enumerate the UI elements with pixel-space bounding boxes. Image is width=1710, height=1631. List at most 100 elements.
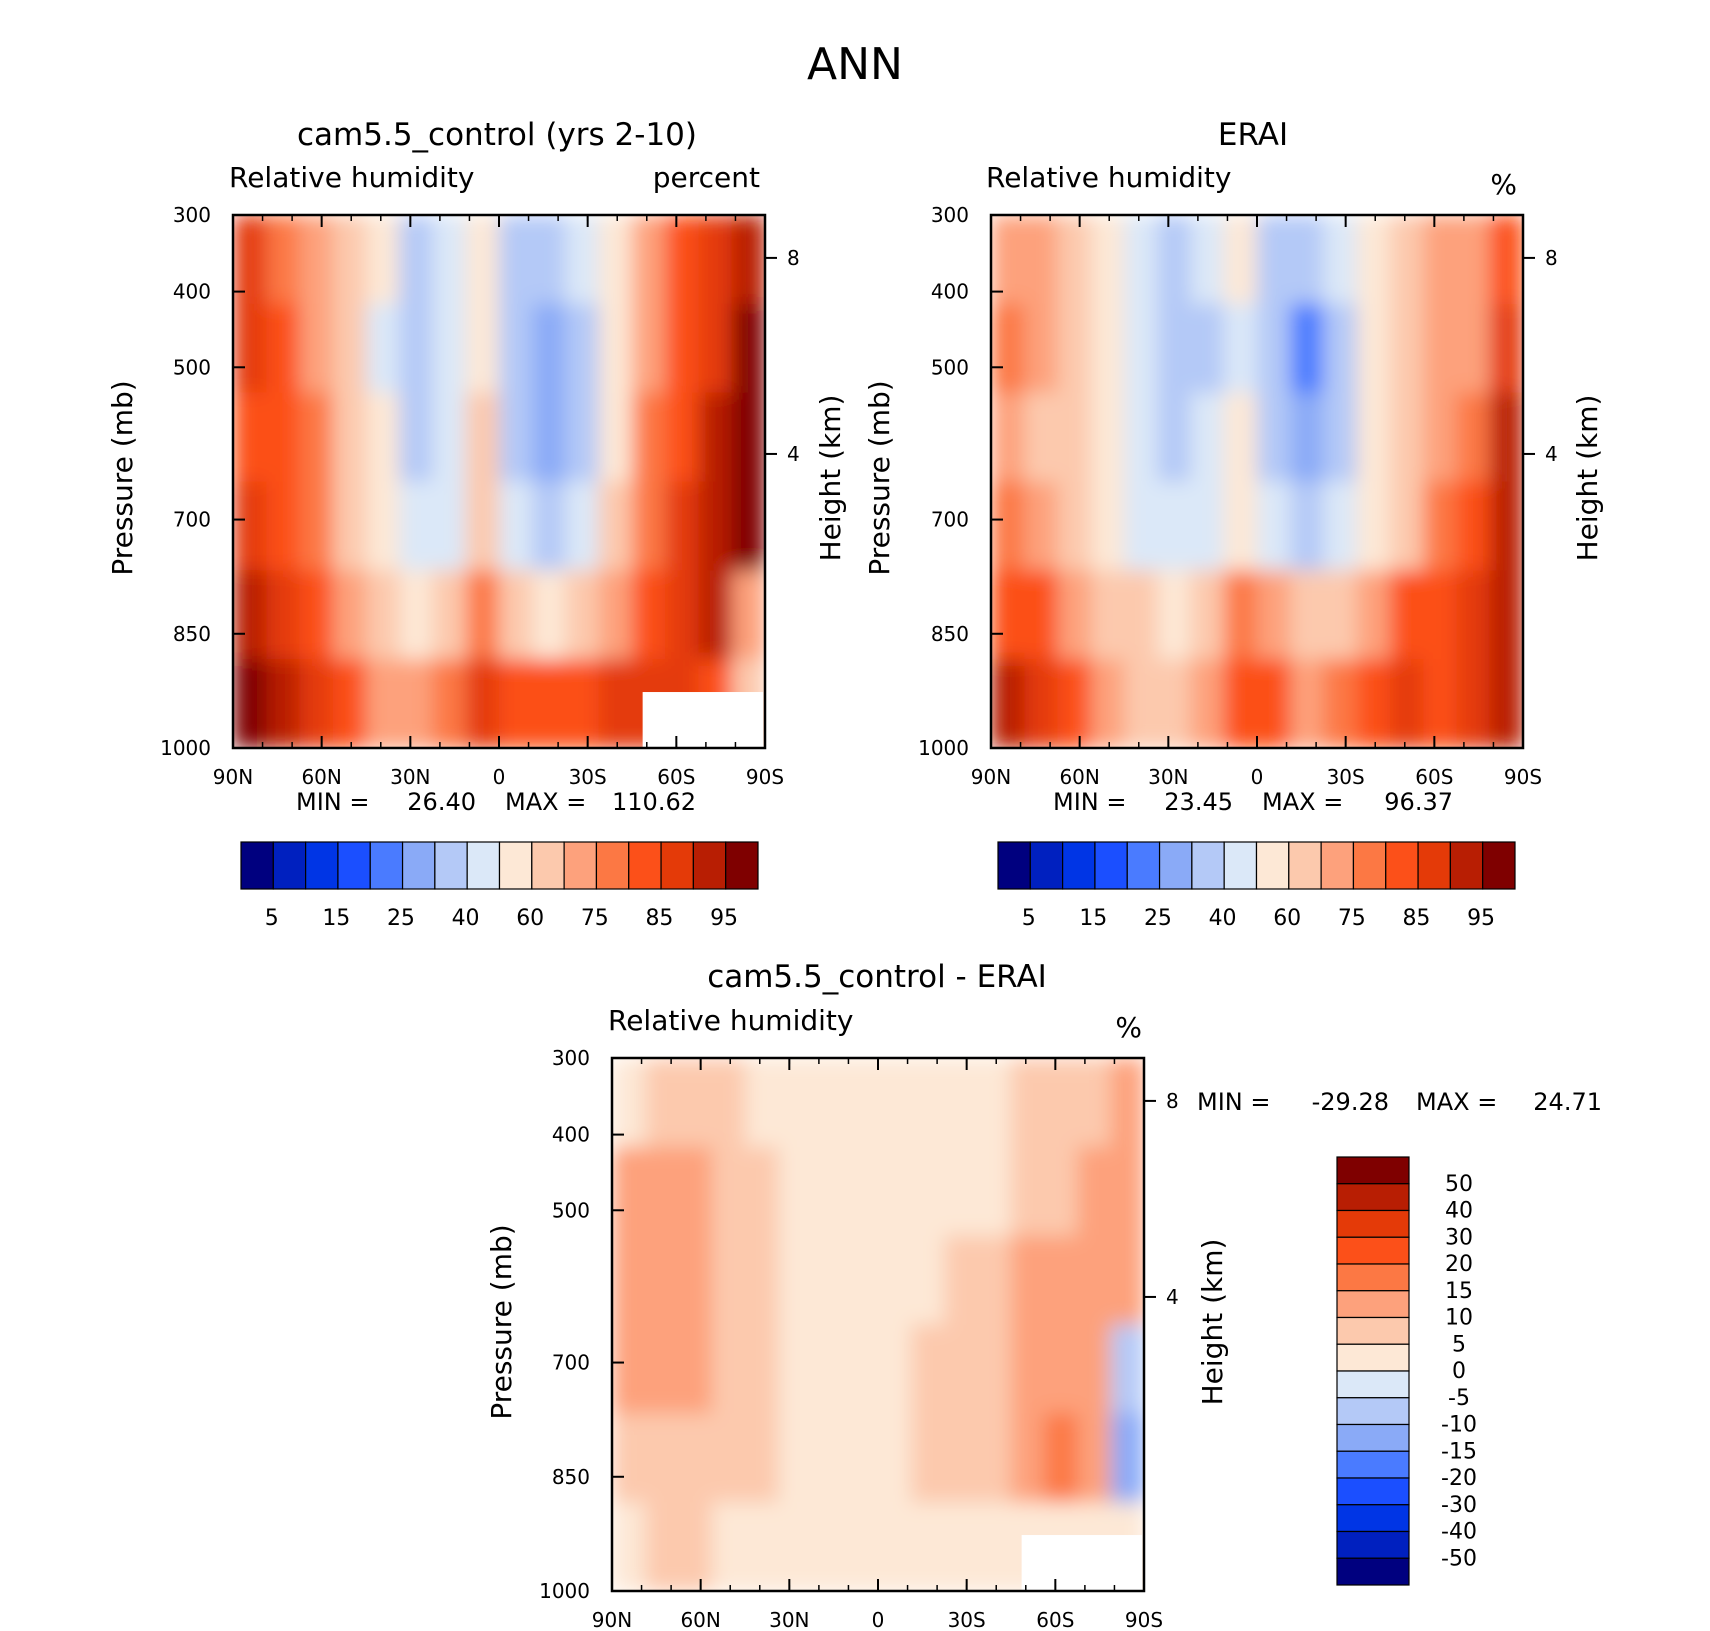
colorbar-swatch (1336, 1557, 1410, 1586)
field-cell (1456, 392, 1491, 483)
colorbar-label: 10 (1445, 1306, 1473, 1331)
panel-model-title: cam5.5_control (yrs 2-10) (297, 117, 697, 153)
field-cell (1124, 481, 1158, 571)
panel-obs-variable: Relative humidity (986, 161, 1231, 194)
field-cell (711, 1235, 746, 1326)
y2-tick-label: 8 (1166, 1089, 1179, 1113)
field-cell (1057, 392, 1092, 483)
field-cell (612, 1146, 646, 1237)
colorbar-swatch (1336, 1316, 1410, 1345)
colorbar-swatch (628, 841, 662, 890)
colorbar-label: 40 (1209, 906, 1237, 931)
field-cell (532, 481, 567, 571)
field-cell (991, 659, 1025, 748)
field-cell (1190, 481, 1225, 571)
field-cell (745, 1235, 779, 1326)
field-cell (332, 659, 367, 748)
field-cell (1390, 481, 1424, 571)
field-cell (299, 659, 334, 748)
field-cell (678, 1146, 713, 1237)
field-cell (565, 215, 600, 305)
field-cell (499, 659, 533, 748)
colorbar-swatch (240, 841, 274, 890)
missing-data-mask (1021, 1535, 1142, 1591)
field-cell (266, 481, 301, 571)
panel-obs-title: ERAI (1218, 117, 1288, 153)
field-cell (1044, 1146, 1079, 1237)
y-tick-label: 1000 (918, 736, 969, 760)
panel-obs-contour-field: 90N 60N 30N 0 30S 60S 90S 300 400 500 700 850 1000 8 4 (918, 203, 1558, 789)
colorbar-swatch (1352, 841, 1387, 890)
field-cell (366, 303, 400, 394)
field-cell (678, 1502, 713, 1591)
y-tick-label: 700 (173, 508, 211, 532)
x-tick-label: 30N (1148, 765, 1188, 789)
panel-difference-contour-field: 90N 60N 30N 0 30S 60S 90S 300 400 500 700 850 1000 8 4 (539, 1046, 1179, 1631)
field-cell (432, 659, 467, 748)
colorbar-label: 5 (1022, 906, 1036, 931)
colorbar-label: 85 (645, 906, 673, 931)
y-tick-label: 300 (552, 1046, 590, 1070)
field-cell (432, 392, 467, 483)
x-tick-label: 90S (746, 765, 784, 789)
field-cell (1044, 1324, 1079, 1414)
colorbar-label: 15 (1445, 1279, 1473, 1304)
field-cell (632, 481, 666, 571)
field-cell (1257, 215, 1291, 305)
field-cell (711, 1502, 746, 1591)
field-cell (1290, 215, 1325, 305)
field-cell (698, 215, 733, 305)
field-cell (745, 1413, 779, 1503)
panel-obs-colorbar: 5 15 25 40 60 75 85 95 (997, 841, 1516, 931)
field-cell (532, 303, 567, 394)
panel-model-variable: Relative humidity (229, 161, 474, 194)
field-cell (778, 1502, 813, 1591)
colorbar-swatch (272, 841, 307, 890)
y2-tick-label: 4 (1545, 442, 1558, 466)
field-cell (1489, 215, 1523, 305)
missing-data-mask (642, 692, 763, 748)
field-cell (1077, 1235, 1112, 1326)
field-cell (1356, 392, 1391, 483)
field-cell (465, 303, 500, 394)
field-cell (778, 1235, 813, 1326)
x-tick-label: 30S (1327, 765, 1365, 789)
field-cell (532, 659, 567, 748)
field-cell (299, 303, 334, 394)
x-tick-label: 30N (390, 765, 430, 789)
field-cell (665, 570, 700, 660)
field-cell (944, 1413, 979, 1503)
field-cell (711, 1146, 746, 1237)
field-cell (1090, 215, 1125, 305)
colorbar-swatch (1336, 1370, 1410, 1399)
field-cell (1456, 481, 1491, 571)
field-cell (944, 1235, 979, 1326)
field-cell (432, 303, 467, 394)
colorbar-swatch (1336, 1477, 1410, 1506)
field-cell (612, 1324, 646, 1414)
field-cell (1290, 303, 1325, 394)
field-cell (1323, 392, 1358, 483)
field-cell (745, 1058, 779, 1148)
field-cell (1090, 303, 1125, 394)
y2-tick-label: 4 (787, 442, 800, 466)
field-cell (612, 1058, 646, 1148)
colorbar-label: 0 (1452, 1359, 1466, 1384)
panel-model-y2label: Height (km) (814, 395, 847, 562)
field-cell (632, 303, 666, 394)
panel-model-colorbar: 5 15 25 40 60 75 85 95 (240, 841, 759, 931)
colorbar-label: 15 (322, 906, 350, 931)
field-cell (1077, 1324, 1112, 1414)
field-cell (432, 570, 467, 660)
field-cell (465, 392, 500, 483)
field-cell (565, 392, 600, 483)
field-cell (1090, 392, 1125, 483)
y-tick-label: 850 (931, 622, 969, 646)
field-cell (1057, 481, 1092, 571)
colorbar-label: 5 (1452, 1332, 1466, 1357)
y-tick-label: 300 (931, 203, 969, 227)
field-cell (499, 570, 533, 660)
field-cell (1223, 303, 1258, 394)
field-cell (1223, 215, 1258, 305)
field-cell (1223, 659, 1258, 748)
